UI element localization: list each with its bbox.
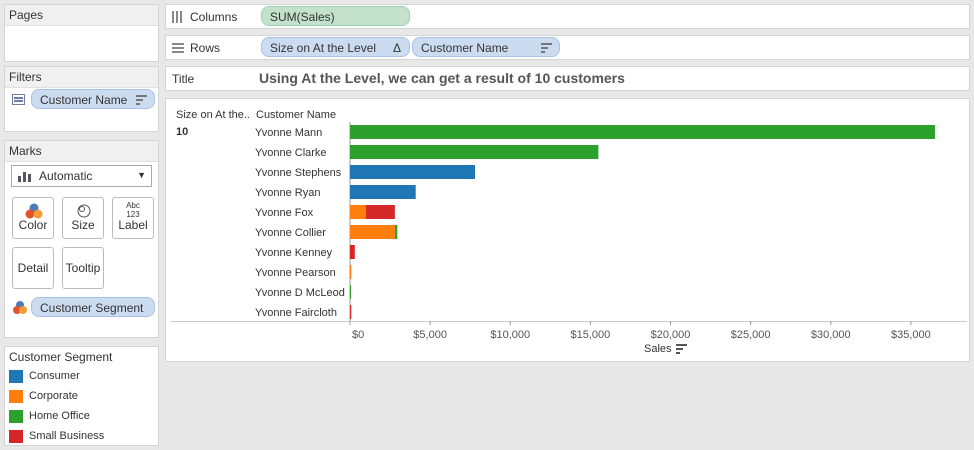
legend-swatch bbox=[9, 429, 23, 443]
size-value: 10 bbox=[176, 126, 189, 138]
legend-swatch bbox=[9, 369, 23, 383]
rows-pill-customer-name[interactable]: Customer Name bbox=[412, 37, 560, 57]
x-axis-title: Sales bbox=[644, 343, 672, 355]
detail-button[interactable]: Detail bbox=[12, 247, 54, 289]
label-button[interactable]: Abc 123 Label bbox=[112, 197, 154, 239]
color-icon bbox=[25, 203, 43, 219]
columns-shelf[interactable]: Columns SUM(Sales) bbox=[165, 4, 970, 29]
marks-card: Marks Automatic ▼ Color Size Abc 123 Lab… bbox=[4, 140, 159, 338]
sort-icon bbox=[675, 344, 687, 354]
sort-icon bbox=[541, 43, 552, 53]
marks-title: Marks bbox=[5, 141, 158, 162]
size-button-label: Size bbox=[71, 218, 95, 232]
view-title: Using At the Level, we can get a result … bbox=[259, 70, 625, 86]
pages-card: Pages bbox=[4, 4, 159, 62]
view-area: Size on At the.. Customer Name 10 Sales bbox=[165, 98, 970, 362]
tooltip-button-label: Tooltip bbox=[65, 261, 101, 275]
size-button[interactable]: Size bbox=[62, 197, 104, 239]
filter-pill-customer-name[interactable]: Customer Name bbox=[31, 89, 155, 109]
size-icon bbox=[77, 204, 91, 218]
title-label: Title bbox=[172, 72, 195, 86]
chevron-down-icon: ▼ bbox=[137, 170, 146, 180]
mark-type-dropdown[interactable]: Automatic ▼ bbox=[11, 165, 152, 187]
legend-label: Consumer bbox=[29, 370, 80, 382]
tooltip-button[interactable]: Tooltip bbox=[62, 247, 104, 289]
color-mark-icon bbox=[13, 301, 27, 314]
title-bar: Title Using At the Level, we can get a r… bbox=[165, 66, 970, 91]
rows-shelf[interactable]: Rows Size on At the Level Δ Customer Nam… bbox=[165, 35, 970, 60]
filter-pill-label: Customer Name bbox=[40, 93, 128, 107]
filters-title: Filters bbox=[5, 67, 158, 88]
pages-title: Pages bbox=[5, 5, 158, 26]
color-button-label: Color bbox=[18, 218, 48, 232]
color-button[interactable]: Color bbox=[12, 197, 54, 239]
legend-label: Home Office bbox=[29, 410, 90, 422]
rows-pill2-label: Customer Name bbox=[421, 41, 509, 55]
legend-card: Customer Segment Consumer Corporate Home… bbox=[4, 346, 159, 446]
columns-pill-label: SUM(Sales) bbox=[270, 10, 335, 24]
legend-title: Customer Segment bbox=[5, 347, 158, 367]
legend-item-consumer[interactable]: Consumer bbox=[9, 368, 80, 384]
rows-pill-size-on-level[interactable]: Size on At the Level Δ bbox=[261, 37, 410, 57]
bar-chart-icon bbox=[18, 172, 31, 182]
legend-label: Small Business bbox=[29, 430, 105, 442]
x-axis-label[interactable]: Sales bbox=[644, 343, 688, 355]
mark-type-value: Automatic bbox=[39, 169, 93, 183]
marks-pill-label: Customer Segment bbox=[40, 301, 144, 315]
legend-label: Corporate bbox=[29, 390, 78, 402]
columns-label: Columns bbox=[190, 9, 238, 24]
filters-card: Filters Customer Name bbox=[4, 66, 159, 132]
legend-item-corporate[interactable]: Corporate bbox=[9, 388, 78, 404]
label-icon: Abc 123 bbox=[126, 201, 140, 219]
customer-header[interactable]: Customer Name bbox=[256, 109, 337, 121]
size-header[interactable]: Size on At the.. bbox=[176, 109, 250, 121]
legend-swatch bbox=[9, 389, 23, 403]
legend-item-home-office[interactable]: Home Office bbox=[9, 408, 90, 424]
rows-label: Rows bbox=[190, 40, 221, 55]
detail-button-label: Detail bbox=[17, 261, 49, 275]
sort-icon bbox=[136, 95, 147, 105]
rows-icon bbox=[172, 42, 184, 53]
columns-icon bbox=[172, 10, 182, 23]
marks-pill-customer-segment[interactable]: Customer Segment bbox=[31, 297, 155, 317]
filter-icon bbox=[12, 94, 25, 105]
legend-item-small-business[interactable]: Small Business bbox=[9, 428, 104, 444]
columns-pill-sum-sales[interactable]: SUM(Sales) bbox=[261, 6, 410, 26]
legend-swatch bbox=[9, 409, 23, 423]
delta-icon: Δ bbox=[392, 41, 401, 55]
label-button-label: Label bbox=[118, 218, 148, 232]
rows-pill1-label: Size on At the Level bbox=[270, 41, 377, 55]
